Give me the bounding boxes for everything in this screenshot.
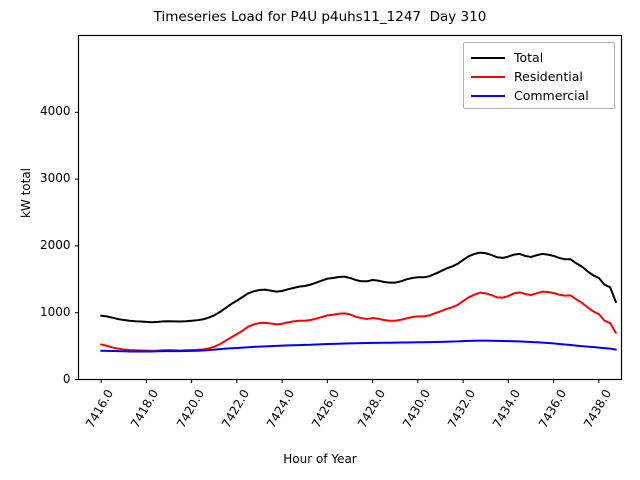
x-axis-label: Hour of Year [283, 452, 357, 466]
legend-color-swatch [471, 94, 505, 97]
y-tick-label: 4000 [39, 104, 71, 119]
chart-legend: Total Residential Commercial [463, 42, 615, 109]
legend-label: Commercial [514, 87, 589, 103]
legend-label: Total [514, 49, 544, 65]
legend-item-total[interactable]: Total [471, 48, 607, 67]
y-tick-label: 1000 [39, 304, 71, 319]
legend-item-commercial[interactable]: Commercial [471, 86, 607, 105]
legend-label: Residential [514, 68, 583, 84]
y-tick-label: 0 [62, 371, 71, 386]
plot-frame [77, 34, 623, 381]
series-line-total [100, 251, 617, 324]
legend-color-swatch [471, 75, 505, 78]
y-tick-label: 2000 [39, 237, 71, 252]
chart-title: Timeseries Load for P4U p4uhs11_1247 Day… [153, 9, 487, 25]
legend-item-residential[interactable]: Residential [471, 67, 607, 86]
series-line-commercial [100, 339, 617, 353]
legend-color-swatch [471, 56, 505, 59]
data-series-group [100, 251, 617, 353]
y-tick-label: 3000 [39, 171, 71, 186]
